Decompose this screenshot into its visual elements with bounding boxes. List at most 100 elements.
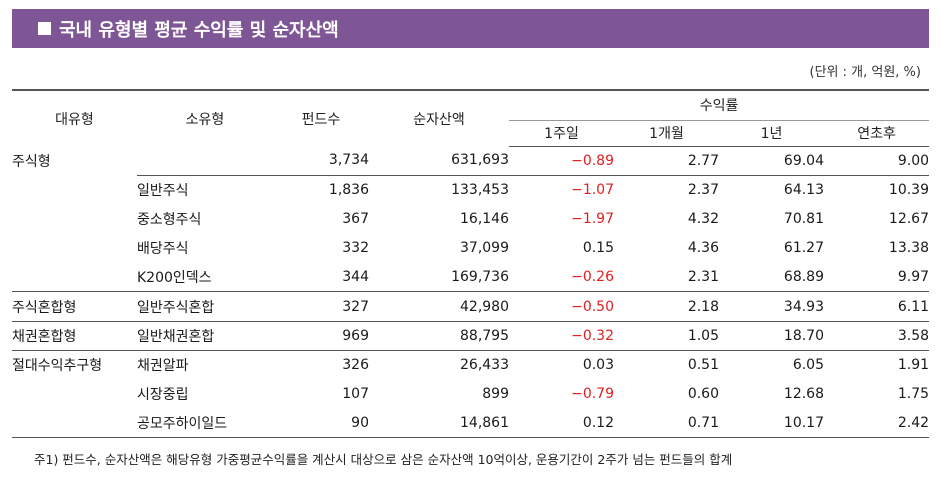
row-1month: 2.37 — [614, 174, 719, 205]
row-1week: −0.89 — [571, 152, 614, 169]
row-net-assets: 169,736 — [451, 269, 509, 286]
row-category: 주식형 — [12, 153, 51, 170]
row-1month: 0.71 — [614, 408, 719, 439]
row-1week: −0.79 — [571, 386, 614, 403]
row-fund-count: 344 — [342, 269, 369, 286]
row-ytd: 6.11 — [824, 291, 930, 322]
row-1year: 64.13 — [719, 174, 824, 205]
page-title: 국내 유형별 평균 수익률 및 순자산액 — [59, 19, 339, 41]
row-ytd: 3.58 — [824, 320, 930, 351]
row-subcategory: 채권알파 — [137, 349, 273, 380]
row-net-assets: 26,433 — [369, 349, 509, 380]
table-row: 일반주식 1,836 133,453 −1.07 2.37 64.13 10.3… — [12, 174, 930, 205]
row-1year: 70.81 — [783, 210, 824, 227]
row-category — [12, 380, 137, 409]
row-fund-count: 367 — [342, 210, 369, 227]
row-1month: 0.60 — [687, 386, 719, 403]
row-category — [12, 408, 137, 439]
fund-table: 대유형 소유형 펀드수 순자산액 수익률 1주일 1개월 1년 연초후 주식형 … — [12, 89, 930, 439]
row-net-assets: 42,980 — [369, 291, 509, 322]
row-fund-count: 969 — [273, 320, 369, 351]
row-1month: 1.05 — [614, 320, 719, 351]
row-fund-count: 332 — [342, 240, 369, 257]
row-subcategory: 공모주하이일드 — [137, 408, 273, 439]
header-fund-count: 펀드수 — [273, 89, 369, 146]
row-ytd: 2.42 — [824, 408, 930, 439]
row-ytd: 1.75 — [897, 386, 930, 403]
row-ytd: 9.00 — [897, 152, 930, 169]
row-subcategory: 중소형주식 — [137, 211, 202, 228]
row-1week: −0.50 — [509, 291, 614, 322]
row-1year: 61.27 — [783, 240, 824, 257]
row-1week: −0.26 — [571, 269, 614, 286]
row-fund-count: 107 — [342, 386, 369, 403]
header-category: 대유형 — [12, 89, 137, 146]
row-1year: 34.93 — [719, 291, 824, 322]
row-1year: 18.70 — [719, 320, 824, 351]
row-1week: −1.97 — [571, 210, 614, 227]
table-row: 시장중립 107 899 −0.79 0.60 12.68 1.75 — [12, 380, 929, 409]
table-row: 주식형 3,734 631,693 −0.89 2.77 69.04 9.00 — [12, 146, 929, 175]
row-category: 채권혼합형 — [12, 320, 137, 351]
row-ytd: 13.38 — [888, 240, 930, 257]
row-1month: 4.32 — [687, 210, 719, 227]
title-bar: 국내 유형별 평균 수익률 및 순자산액 — [12, 9, 929, 48]
header-subcategory: 소유형 — [137, 89, 273, 146]
row-category: 주식혼합형 — [12, 291, 137, 322]
row-subcategory: 일반주식혼합 — [137, 291, 273, 322]
row-1year: 12.68 — [783, 386, 824, 403]
row-net-assets: 14,861 — [369, 408, 509, 439]
header-1week: 1주일 — [509, 120, 614, 147]
row-ytd: 1.91 — [824, 349, 930, 380]
row-fund-count: 327 — [273, 291, 369, 322]
row-category — [12, 204, 137, 233]
row-net-assets: 133,453 — [369, 174, 509, 205]
row-category — [12, 263, 137, 292]
row-ytd: 9.97 — [897, 269, 930, 286]
row-net-assets: 88,795 — [369, 320, 509, 351]
table-row: 채권혼합형 일반채권혼합 969 88,795 −0.32 1.05 18.70… — [12, 320, 930, 351]
row-1month: 2.31 — [687, 269, 719, 286]
row-net-assets: 16,146 — [460, 210, 509, 227]
table-row: K200인덱스 344 169,736 −0.26 2.31 68.89 9.9… — [12, 263, 929, 292]
row-subcategory: 일반주식 — [137, 174, 273, 205]
row-1year: 68.89 — [783, 269, 824, 286]
row-ytd: 12.67 — [888, 210, 930, 227]
footnote: 주1) 펀드수, 순자산액은 해당유형 가중평균수익률을 계산시 대상으로 삼은… — [34, 452, 733, 467]
unit-note: (단위 : 개, 억원, %) — [809, 65, 921, 80]
row-category: 절대수익추구형 — [12, 349, 137, 380]
table-row: 주식혼합형 일반주식혼합 327 42,980 −0.50 2.18 34.93… — [12, 291, 930, 322]
row-fund-count: 1,836 — [273, 174, 369, 205]
row-1year: 10.17 — [719, 408, 824, 439]
table-row: 공모주하이일드 90 14,861 0.12 0.71 10.17 2.42 — [12, 408, 930, 439]
row-fund-count: 3,734 — [328, 152, 369, 169]
row-1month: 2.77 — [687, 152, 719, 169]
row-fund-count: 90 — [273, 408, 369, 439]
title-square-icon — [38, 22, 51, 35]
row-1week: 0.12 — [509, 408, 614, 439]
row-net-assets: 631,693 — [451, 152, 509, 169]
row-1month: 2.18 — [614, 291, 719, 322]
row-1year: 69.04 — [783, 152, 824, 169]
row-ytd: 10.39 — [824, 174, 930, 205]
row-category — [12, 234, 137, 263]
table-row: 절대수익추구형 채권알파 326 26,433 0.03 0.51 6.05 1… — [12, 349, 930, 380]
row-subcategory — [137, 146, 273, 175]
header-1month: 1개월 — [614, 120, 719, 147]
header-1year: 1년 — [719, 120, 824, 147]
header-net-assets: 순자산액 — [369, 89, 509, 146]
row-subcategory: 일반채권혼합 — [137, 320, 273, 351]
row-net-assets: 37,099 — [460, 240, 509, 257]
row-1week: 0.15 — [582, 240, 614, 257]
header-ytd: 연초후 — [824, 120, 930, 147]
row-1month: 4.36 — [687, 240, 719, 257]
row-subcategory: K200인덱스 — [137, 270, 212, 287]
row-subcategory: 배당주식 — [137, 241, 189, 258]
header-yield: 수익률 — [509, 89, 930, 121]
row-category — [12, 175, 137, 204]
row-fund-count: 326 — [273, 349, 369, 380]
row-1week: −1.07 — [509, 174, 614, 205]
row-net-assets: 899 — [482, 386, 509, 403]
row-1week: 0.03 — [509, 349, 614, 380]
table-row: 중소형주식 367 16,146 −1.97 4.32 70.81 12.67 — [12, 204, 929, 233]
